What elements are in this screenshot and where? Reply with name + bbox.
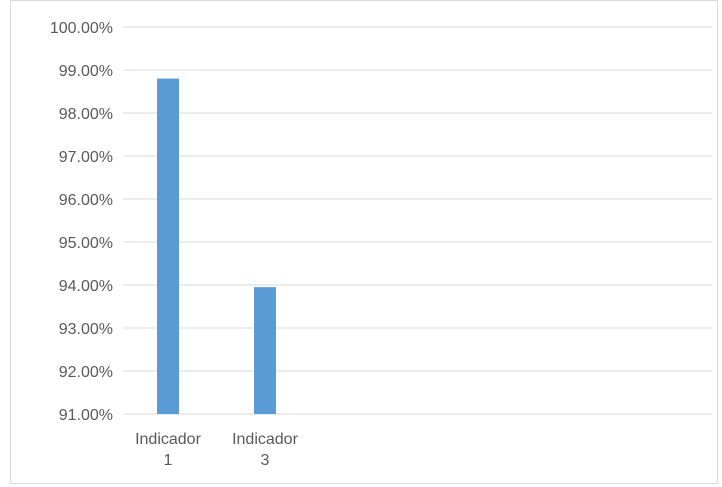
y-axis-tick-labels: 91.00% 92.00% 93.00% 94.00% 95.00% 96.00% 97.0… [50, 20, 113, 424]
bar [254, 287, 276, 414]
y-tick-label: 93.00% [59, 321, 113, 338]
gridlines [123, 26, 712, 415]
bar [157, 78, 179, 414]
x-category-label: Indicador [135, 431, 201, 448]
x-category-label: 3 [261, 452, 270, 469]
x-category-label: Indicador [232, 431, 298, 448]
y-tick-label: 97.00% [59, 149, 113, 166]
y-tick-label: 95.00% [59, 235, 113, 252]
x-axis-category-labels: Indicador 1 Indicador 3 [135, 431, 298, 469]
y-tick-label: 100.00% [50, 20, 113, 37]
y-tick-label: 94.00% [59, 278, 113, 295]
y-tick-label: 91.00% [59, 407, 113, 424]
y-tick-label: 92.00% [59, 364, 113, 381]
x-category-label: 1 [164, 452, 173, 469]
y-tick-label: 96.00% [59, 192, 113, 209]
y-tick-label: 98.00% [59, 106, 113, 123]
y-tick-label: 99.00% [59, 63, 113, 80]
bars [157, 78, 276, 414]
